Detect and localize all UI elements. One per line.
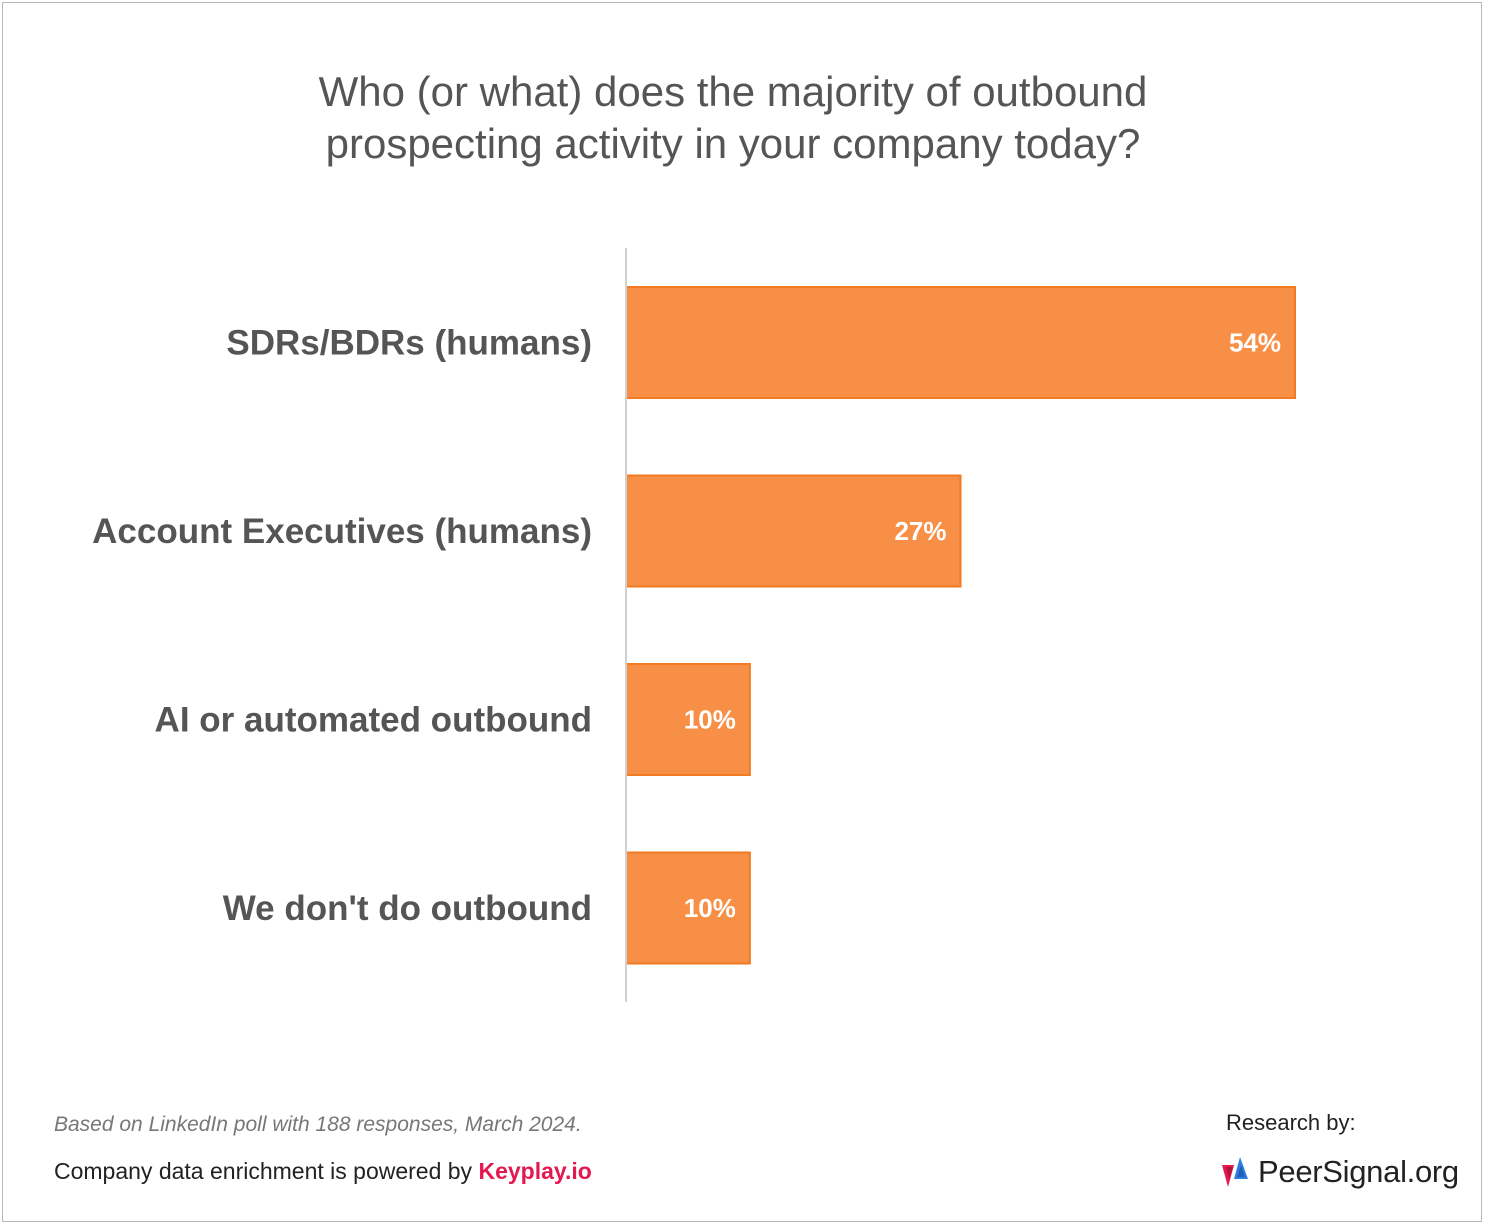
chart-title-line-1: Who (or what) does the majority of outbo… [318, 68, 1148, 115]
credit-line: Company data enrichment is powered by Ke… [54, 1158, 592, 1185]
category-label-2: AI or automated outbound [155, 701, 592, 740]
footnote: Based on LinkedIn poll with 188 response… [54, 1113, 582, 1136]
research-label: Research by: [1226, 1110, 1356, 1135]
chart-title-line-2: prospecting activity in your company tod… [325, 120, 1141, 167]
chart-title: Who (or what) does the majority of outbo… [0, 66, 1466, 170]
peersignal-logo-text: PeerSignal.org [1258, 1154, 1459, 1189]
category-label-3: We don't do outbound [223, 889, 592, 928]
bar-value-label-0: 54% [1229, 328, 1281, 358]
bar-0 [625, 286, 1296, 399]
credit-prefix: Company data enrichment is powered by [54, 1158, 473, 1184]
peersignal-logo[interactable]: PeerSignal.org [1220, 1150, 1459, 1194]
category-label-0: SDRs/BDRs (humans) [226, 324, 592, 363]
bar-value-label-2: 10% [684, 705, 736, 735]
keyplay-link[interactable]: Keyplay.io [478, 1158, 592, 1184]
bar-3 [625, 851, 751, 965]
bar-2 [625, 663, 751, 776]
bar-value-label-1: 27% [894, 516, 946, 546]
bar-value-label-3: 10% [684, 893, 736, 923]
category-label-1: Account Executives (humans) [92, 512, 592, 551]
peersignal-logo-icon [1222, 1157, 1248, 1187]
